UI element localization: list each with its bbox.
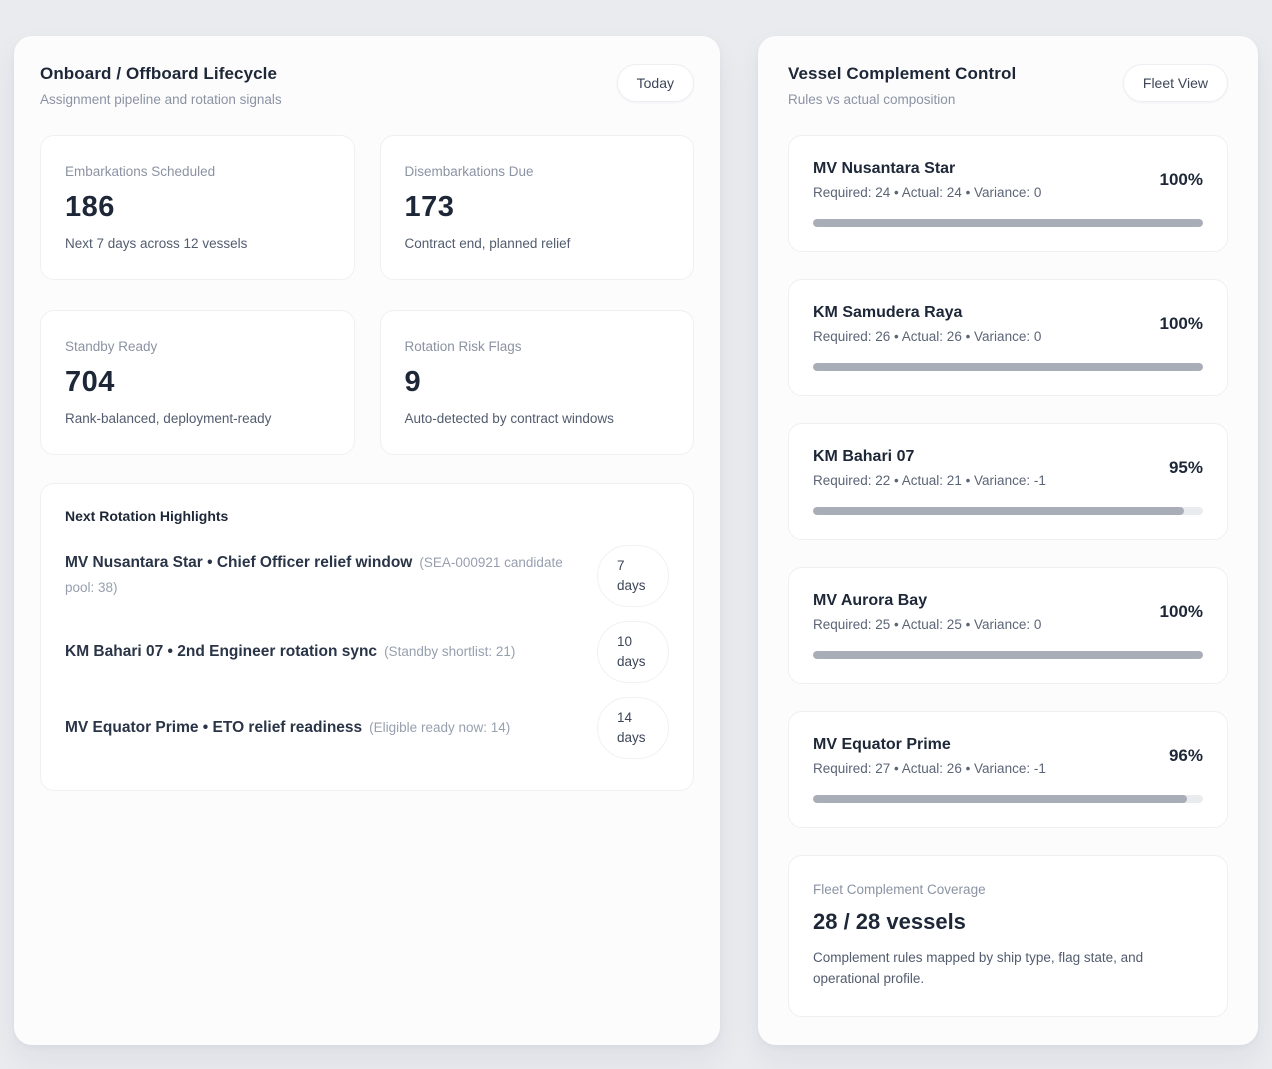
vessel-progress-track — [813, 363, 1203, 371]
stat-desc: Next 7 days across 12 vessels — [65, 236, 248, 251]
rotation-highlight-main: MV Equator Prime • ETO relief readiness — [65, 718, 363, 736]
vessel-meta: Required: 22 • Actual: 21 • Variance: -1 — [813, 473, 1046, 488]
stat-value: 704 — [65, 366, 115, 398]
vessel-name: MV Equator Prime — [813, 736, 951, 753]
stat-desc: Auto-detected by contract windows — [404, 411, 614, 426]
complement-panel-title: Vessel Complement Control — [788, 64, 1017, 83]
lifecycle-panel-subtitle: Assignment pipeline and rotation signals — [40, 92, 282, 107]
coverage-label: Fleet Complement Coverage — [813, 882, 986, 897]
vessel-info: MV Nusantara Star Required: 24 • Actual:… — [813, 160, 1041, 200]
stat-value: 186 — [65, 191, 115, 223]
days-badge: 14 days — [597, 697, 669, 759]
stat-value: 9 — [404, 366, 422, 398]
stat-label: Rotation Risk Flags — [404, 339, 522, 354]
rotation-highlight-item: KM Bahari 07 • 2nd Engineer rotation syn… — [65, 614, 669, 690]
rotation-highlight-text: MV Nusantara Star • Chief Officer relief… — [65, 551, 583, 601]
vessel-meta: Required: 24 • Actual: 24 • Variance: 0 — [813, 185, 1042, 200]
vessel-progress-track — [813, 219, 1203, 227]
days-badge-value: 7 — [617, 557, 625, 573]
stat-desc: Contract end, planned relief — [404, 236, 571, 251]
today-button[interactable]: Today — [616, 64, 694, 102]
lifecycle-panel-title: Onboard / Offboard Lifecycle — [40, 64, 278, 83]
days-badge-value: 10 — [617, 633, 633, 649]
fleet-view-button[interactable]: Fleet View — [1122, 64, 1228, 102]
vessel-meta: Required: 25 • Actual: 25 • Variance: 0 — [813, 617, 1042, 632]
vessel-progress-track — [813, 507, 1203, 515]
vessel-progress-fill — [813, 651, 1203, 659]
stat-card-embarkations: Embarkations Scheduled 186 Next 7 days a… — [40, 135, 355, 280]
days-badge: 10 days — [597, 621, 669, 683]
days-badge: 7 days — [597, 545, 669, 607]
lifecycle-panel: Onboard / Offboard Lifecycle Assignment … — [14, 36, 720, 1045]
vessel-percent: 95% — [1168, 458, 1203, 477]
fleet-coverage-card: Fleet Complement Coverage 28 / 28 vessel… — [788, 855, 1228, 1017]
vessel-card-top: MV Nusantara Star Required: 24 • Actual:… — [813, 160, 1203, 200]
vessel-card-top: MV Equator Prime Required: 27 • Actual: … — [813, 736, 1203, 776]
stat-label: Embarkations Scheduled — [65, 164, 216, 179]
coverage-desc: Complement rules mapped by ship type, fl… — [813, 950, 1144, 986]
vessel-card-top: MV Aurora Bay Required: 25 • Actual: 25 … — [813, 592, 1203, 632]
vessel-percent: 100% — [1159, 314, 1203, 333]
stat-label: Disembarkations Due — [404, 164, 534, 179]
lifecycle-stat-grid: Embarkations Scheduled 186 Next 7 days a… — [40, 135, 694, 455]
stat-desc: Rank-balanced, deployment-ready — [65, 411, 272, 426]
stat-value: 173 — [404, 191, 455, 223]
vessel-percent: 96% — [1168, 746, 1203, 765]
vessel-meta: Required: 26 • Actual: 26 • Variance: 0 — [813, 329, 1042, 344]
rotation-highlight-note: (Eligible ready now: 14) — [369, 719, 511, 735]
lifecycle-panel-heading: Onboard / Offboard Lifecycle Assignment … — [40, 64, 282, 107]
rotation-highlight-text: MV Equator Prime • ETO relief readiness (… — [65, 716, 510, 741]
vessel-name: KM Bahari 07 — [813, 448, 915, 465]
rotation-highlight-item: MV Nusantara Star • Chief Officer relief… — [65, 538, 669, 614]
days-badge-unit: days — [617, 730, 646, 745]
complement-panel-subtitle: Rules vs actual composition — [788, 92, 956, 107]
stat-card-standby-ready: Standby Ready 704 Rank-balanced, deploym… — [40, 310, 355, 455]
vessel-progress-fill — [813, 363, 1203, 371]
vessel-info: MV Aurora Bay Required: 25 • Actual: 25 … — [813, 592, 1041, 632]
days-badge-unit: days — [617, 578, 646, 593]
vessel-name: MV Aurora Bay — [813, 592, 928, 609]
vessel-card: KM Samudera Raya Required: 26 • Actual: … — [788, 279, 1228, 396]
vessel-meta: Required: 27 • Actual: 26 • Variance: -1 — [813, 761, 1046, 776]
vessel-info: KM Samudera Raya Required: 26 • Actual: … — [813, 304, 1041, 344]
days-badge-value: 14 — [617, 709, 633, 725]
vessel-percent: 100% — [1159, 602, 1203, 621]
vessel-card: MV Nusantara Star Required: 24 • Actual:… — [788, 135, 1228, 252]
days-badge-unit: days — [617, 654, 646, 669]
vessel-info: KM Bahari 07 Required: 22 • Actual: 21 •… — [813, 448, 1046, 488]
complement-panel-heading: Vessel Complement Control Rules vs actua… — [788, 64, 1016, 107]
next-rotation-highlights-card: Next Rotation Highlights MV Nusantara St… — [40, 483, 694, 791]
rotation-highlight-note: (SEA-000921 candidate pool: 38) — [65, 555, 563, 595]
vessel-info: MV Equator Prime Required: 27 • Actual: … — [813, 736, 1046, 776]
rotation-highlight-note: (Standby shortlist: 21) — [384, 643, 516, 659]
highlights-title: Next Rotation Highlights — [65, 508, 229, 524]
vessel-progress-track — [813, 795, 1203, 803]
vessel-percent: 100% — [1159, 170, 1203, 189]
stat-card-rotation-risk: Rotation Risk Flags 9 Auto-detected by c… — [379, 310, 694, 455]
complement-panel-header: Vessel Complement Control Rules vs actua… — [788, 64, 1228, 107]
coverage-value: 28 / 28 vessels — [813, 909, 966, 934]
vessel-card: MV Aurora Bay Required: 25 • Actual: 25 … — [788, 567, 1228, 684]
vessel-card: KM Bahari 07 Required: 22 • Actual: 21 •… — [788, 423, 1228, 540]
vessel-progress-fill — [813, 507, 1184, 515]
vessel-card-top: KM Samudera Raya Required: 26 • Actual: … — [813, 304, 1203, 344]
vessel-name: KM Samudera Raya — [813, 304, 963, 321]
lifecycle-panel-header: Onboard / Offboard Lifecycle Assignment … — [40, 64, 694, 107]
rotation-highlight-main: MV Nusantara Star • Chief Officer relief… — [65, 554, 413, 572]
vessel-card: MV Equator Prime Required: 27 • Actual: … — [788, 711, 1228, 828]
rotation-highlight-main: KM Bahari 07 • 2nd Engineer rotation syn… — [65, 642, 378, 660]
vessel-progress-fill — [813, 795, 1188, 803]
vessel-progress-fill — [813, 219, 1203, 227]
vessel-progress-track — [813, 651, 1203, 659]
complement-panel: Vessel Complement Control Rules vs actua… — [758, 36, 1258, 1045]
stat-label: Standby Ready — [65, 339, 158, 354]
stat-card-disembarkations: Disembarkations Due 173 Contract end, pl… — [379, 135, 694, 280]
vessel-card-top: KM Bahari 07 Required: 22 • Actual: 21 •… — [813, 448, 1203, 488]
vessel-name: MV Nusantara Star — [813, 160, 956, 177]
rotation-highlight-text: KM Bahari 07 • 2nd Engineer rotation syn… — [65, 640, 515, 665]
rotation-highlight-item: MV Equator Prime • ETO relief readiness (… — [65, 690, 669, 766]
